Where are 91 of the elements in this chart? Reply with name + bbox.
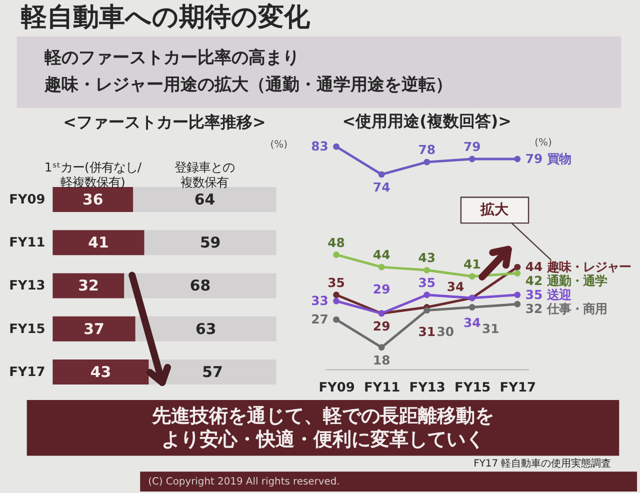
point <box>424 266 430 274</box>
bar <box>52 187 134 212</box>
bar <box>144 230 276 256</box>
point <box>424 158 430 166</box>
data-label: 48 <box>328 234 345 250</box>
point <box>378 264 385 270</box>
x-tick-label: FY09 <box>318 380 355 396</box>
point <box>468 304 476 310</box>
y-tick-label: FY17 <box>9 364 46 380</box>
data-label: 63 <box>195 320 216 338</box>
annotation: (%) <box>534 138 552 149</box>
text: 軽自動車への期待の変化 <box>20 2 311 32</box>
data-label: 78 <box>418 142 436 158</box>
data-label: 79 <box>463 139 481 154</box>
y-tick-label: FY15 <box>9 322 46 337</box>
data-label: 57 <box>202 362 223 381</box>
data-label: 41 <box>88 234 109 252</box>
text: FY17 軽自動車の使用実態調査 <box>474 458 612 470</box>
bar <box>124 273 276 298</box>
data-label: 30 <box>436 324 454 340</box>
series-label: 登録車との複数保有 <box>174 159 235 190</box>
data-label: 34 <box>446 279 465 294</box>
point <box>424 307 430 314</box>
point <box>333 252 340 258</box>
data-label: 44 <box>525 259 543 274</box>
point <box>333 292 340 298</box>
point <box>424 292 430 298</box>
text: 趣味・レジャー <box>546 259 632 274</box>
point <box>514 300 521 308</box>
data-label: 32 <box>525 300 543 316</box>
data-label: 43 <box>90 362 112 381</box>
annotation: 拡大 <box>480 201 510 218</box>
point <box>514 264 521 270</box>
data-label: 35 <box>328 274 345 290</box>
data-label: 43 <box>418 250 436 266</box>
data-label: 18 <box>372 352 390 368</box>
point <box>378 344 385 351</box>
data-label: 29 <box>372 318 390 334</box>
bar <box>133 187 276 212</box>
data-label: 31 <box>482 321 500 336</box>
text: 仕事・商用 <box>546 300 608 316</box>
bar <box>52 273 124 298</box>
y-tick-label: FY13 <box>9 278 46 294</box>
x-tick-label: FY15 <box>454 380 491 396</box>
chart-title: <使用用途(複数回答)> <box>342 112 512 131</box>
data-label: 31 <box>418 324 436 340</box>
text: (%) <box>270 140 288 151</box>
data-label: 83 <box>311 138 328 154</box>
data-label: 79 <box>525 150 543 166</box>
data-label: 64 <box>194 190 216 209</box>
y-tick-label: FY11 <box>9 236 46 251</box>
text: 趣味・レジャー用途の拡大（通勤・通学用途を逆転） <box>44 74 453 94</box>
data-label: 68 <box>190 276 211 295</box>
point <box>378 171 385 178</box>
y-tick-label: FY09 <box>9 192 46 208</box>
data-label: 35 <box>525 286 543 302</box>
data-label: 37 <box>84 320 104 338</box>
x-tick-label: FY11 <box>364 380 400 396</box>
point <box>333 316 340 323</box>
data-label: 41 <box>463 256 481 272</box>
series-label: 1ˢᵗカー(併有なし/軽複数保有) <box>44 159 142 190</box>
point <box>468 156 476 162</box>
text: 通勤・通学 <box>546 272 608 288</box>
data-label: 42 <box>525 272 543 288</box>
point <box>514 270 521 276</box>
bar <box>135 316 276 342</box>
x-tick-label: FY17 <box>500 380 536 396</box>
data-label: 36 <box>82 190 104 209</box>
data-label: 59 <box>200 234 221 252</box>
text: 送迎 <box>546 286 572 302</box>
x-tick-label: FY13 <box>409 380 446 396</box>
text: 先進技術を通じて、軽での長距離移動をより安心・快適・便利に変革していく <box>150 404 494 451</box>
point <box>333 298 340 304</box>
data-label: 32 <box>78 276 99 295</box>
data-label: 29 <box>372 282 390 297</box>
text: (C) Copyright 2019 All rights reserved. <box>148 476 340 488</box>
data-label: 27 <box>311 312 328 327</box>
data-label: 34 <box>463 314 482 330</box>
bar <box>52 316 136 342</box>
point <box>514 292 521 298</box>
text: 買物 <box>546 150 572 166</box>
data-label: 35 <box>418 274 436 290</box>
data-label: 44 <box>372 247 391 262</box>
data-label: 33 <box>311 293 328 308</box>
text: 軽のファーストカー比率の高まり <box>44 47 300 68</box>
point <box>514 156 521 162</box>
point <box>333 143 340 150</box>
data-label: 74 <box>372 179 391 194</box>
chart-title: <ファーストカー比率推移> <box>63 112 266 132</box>
point <box>468 273 476 280</box>
bar <box>52 230 144 256</box>
